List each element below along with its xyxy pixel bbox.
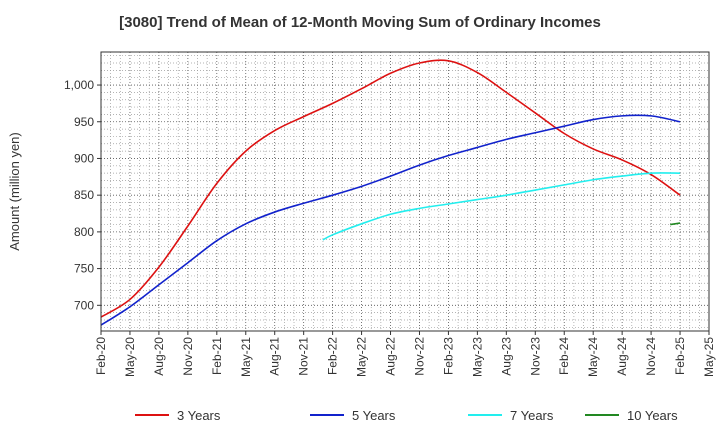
- legend-label-10-years: 10 Years: [627, 408, 678, 423]
- x-tick-label: Feb-23: [441, 337, 455, 375]
- y-tick-label: 800: [74, 225, 94, 239]
- y-axis-label: Amount (million yen): [7, 132, 22, 251]
- x-tick-label: Nov-21: [297, 337, 311, 376]
- legend-label-3-years: 3 Years: [177, 408, 221, 423]
- series-lines: [100, 59, 681, 326]
- x-tick-label: Feb-21: [210, 337, 224, 375]
- x-tick-label: Nov-23: [528, 337, 542, 376]
- legend-label-7-years: 7 Years: [510, 408, 554, 423]
- y-tick-label: 850: [74, 188, 94, 202]
- x-tick-label: Nov-24: [644, 337, 658, 376]
- x-tick-label: Feb-20: [94, 337, 108, 375]
- legend-label-5-years: 5 Years: [352, 408, 396, 423]
- y-tick-label: 1,000: [64, 78, 94, 92]
- x-axis-ticks: Feb-20 May-20 Aug-20 Nov-20 Feb-21 May-21 Aug-…: [94, 331, 716, 377]
- series-line-5-years: [100, 114, 681, 326]
- grid-lines: [101, 52, 709, 331]
- x-tick-label: May-24: [586, 337, 600, 377]
- x-tick-label: May-22: [355, 337, 369, 377]
- y-axis-ticks: 700 750 800 850 900 950 1,000: [64, 78, 101, 312]
- x-tick-label: May-20: [123, 337, 137, 377]
- x-tick-label: May-23: [470, 337, 484, 377]
- y-tick-label: 750: [74, 262, 94, 276]
- y-tick-label: 900: [74, 151, 94, 165]
- y-tick-label: 950: [74, 115, 94, 129]
- x-tick-label: Nov-20: [181, 337, 195, 376]
- y-tick-label: 700: [74, 298, 94, 312]
- legend: 3 Years 5 Years 7 Years 10 Years: [135, 408, 678, 423]
- x-tick-label: Feb-25: [673, 337, 687, 375]
- x-tick-label: Feb-24: [557, 337, 571, 375]
- x-tick-label: Nov-22: [412, 337, 426, 376]
- x-tick-label: Aug-20: [152, 337, 166, 376]
- series-line-7-years: [322, 172, 681, 241]
- plot-area-frame: [100, 51, 710, 332]
- x-tick-label: Aug-23: [499, 337, 513, 376]
- x-tick-label: Aug-22: [384, 337, 398, 376]
- x-tick-label: Aug-21: [268, 337, 282, 376]
- x-tick-label: May-21: [239, 337, 253, 377]
- x-tick-label: May-25: [702, 337, 716, 377]
- series-line-10-years: [670, 222, 681, 226]
- chart-title: [3080] Trend of Mean of 12-Month Moving …: [119, 14, 601, 31]
- x-tick-label: Aug-24: [615, 337, 629, 376]
- x-tick-label: Feb-22: [326, 337, 340, 375]
- series-line-3-years: [100, 59, 681, 318]
